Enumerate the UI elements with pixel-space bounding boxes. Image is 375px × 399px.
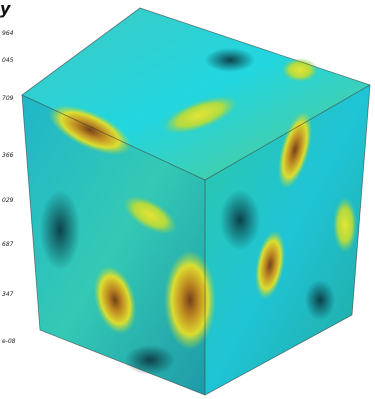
scale-labels: 964 045 709 366 029 687 347 e-08 [2,30,16,345]
cube-top [22,8,370,180]
blobs [40,48,357,375]
cube-right [205,85,370,395]
cube [21,7,371,396]
scale-label: e-08 [2,338,16,345]
scale-label: 964 [2,30,14,37]
scale-label: 045 [2,57,14,64]
cube-left [22,95,205,395]
title: y [0,0,11,18]
scale-label: 709 [2,95,14,102]
scale-label: 687 [2,241,14,248]
edges [21,7,371,396]
scale-label: 029 [2,197,14,204]
scale-label: 366 [2,152,14,159]
scale-label: 347 [2,291,14,298]
